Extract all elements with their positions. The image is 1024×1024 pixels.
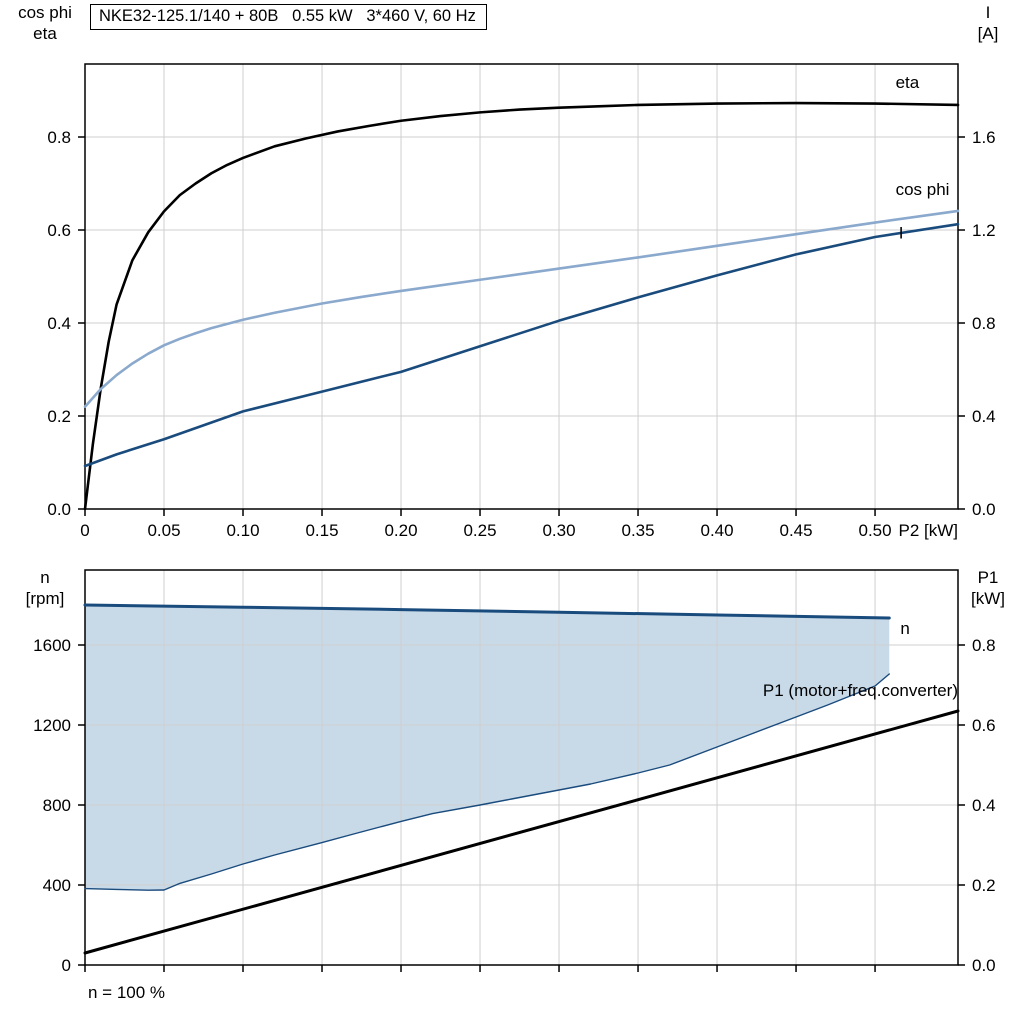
lower-chart-canvas: 0 400 800 1200 1600 0.0 0.2 0.4 0.6 0.8 n [rpm] P1 [k… (26, 568, 1005, 975)
curve-n (83, 603, 891, 620)
tick-label: 0.45 (779, 521, 812, 540)
tick-label: 0.35 (621, 521, 654, 540)
plot-border (84, 569, 959, 966)
tick-label: 1600 (33, 636, 71, 655)
tick-label: 0.4 (972, 407, 996, 426)
speed-percentage-note: n = 100 % (88, 983, 166, 1002)
tick-label: 0 (80, 521, 89, 540)
curve-label-cos-phi: cos phi (896, 180, 950, 199)
tick-label: 0.2 (972, 876, 996, 895)
curve-n-lower (84, 673, 890, 891)
tick-label: 800 (43, 796, 71, 815)
tick-label: 1200 (33, 716, 71, 735)
y-right-axis-title: [kW] (971, 589, 1005, 608)
tick-label: 0.2 (47, 407, 71, 426)
tick-label: 0.05 (147, 521, 180, 540)
curve-label-i: I (899, 223, 904, 242)
tick-label: 400 (43, 876, 71, 895)
tick-marks (78, 136, 965, 516)
y-left-axis-title: [rpm] (26, 589, 65, 608)
tick-label: 0.0 (972, 500, 996, 519)
plot-border (84, 63, 959, 510)
tick-label: 0.20 (384, 521, 417, 540)
speed-range-band (85, 605, 890, 891)
tick-label: 0.25 (463, 521, 496, 540)
curve-eta (83, 101, 960, 511)
tick-label: 0.10 (226, 521, 259, 540)
tick-label: 1.2 (972, 221, 996, 240)
y-right-axis-title: I (986, 3, 991, 22)
y-right-axis-title: P1 (978, 568, 999, 587)
x-axis-label: P2 [kW] (898, 521, 958, 540)
gridlines (85, 570, 958, 965)
tick-label: 0 (62, 956, 71, 975)
curve-label-n: n (900, 619, 909, 638)
tick-label: 0.6 (972, 716, 996, 735)
y-left-axis-title: eta (33, 24, 57, 43)
tick-label: 0.4 (972, 796, 996, 815)
tick-label: 0.40 (700, 521, 733, 540)
tick-label: 0.50 (858, 521, 891, 540)
tick-label: 0.8 (972, 314, 996, 333)
curve-label-p1-motor-freq-converter-: P1 (motor+freq.converter) (763, 681, 958, 700)
tick-label: 0.0 (47, 500, 71, 519)
tick-label: 0.15 (305, 521, 338, 540)
curve-cos-phi (83, 209, 960, 409)
tick-label: 0.0 (972, 956, 996, 975)
tick-label: 0.4 (47, 314, 71, 333)
tick-label: 0.30 (542, 521, 575, 540)
upper-chart-canvas: 0 0.05 0.10 0.15 0.20 0.25 0.30 0.35 0.40 0.45 0.5… (18, 3, 999, 540)
tick-label: 0.8 (972, 636, 996, 655)
y-left-axis-title: cos phi (18, 3, 72, 22)
tick-label: 0.6 (47, 221, 71, 240)
y-right-axis-title: [A] (978, 24, 999, 43)
chart-title: NKE32-125.1/140 + 80B 0.55 kW 3*460 V, 6… (90, 4, 487, 30)
gridlines (85, 64, 958, 509)
curve-i (83, 222, 960, 468)
curve-label-eta: eta (896, 73, 920, 92)
tick-label: 1.6 (972, 128, 996, 147)
tick-label: 0.8 (47, 128, 71, 147)
curve-p1-motor-freq-converter- (83, 709, 960, 955)
y-left-axis-title: n (40, 568, 49, 587)
tick-marks (78, 644, 965, 972)
